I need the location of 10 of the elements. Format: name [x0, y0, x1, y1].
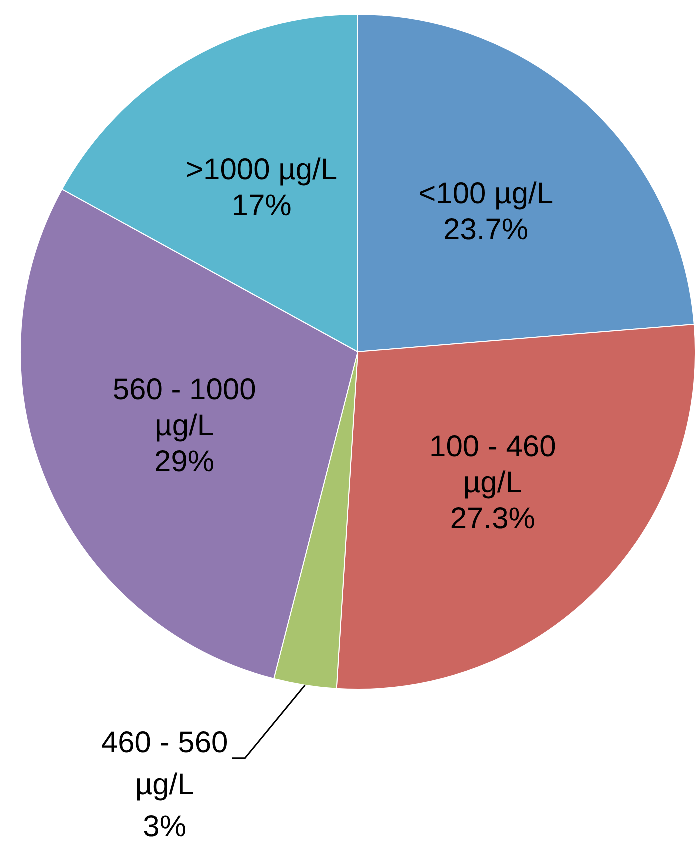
slice-label: 100 - 460 µg/L: [430, 430, 556, 500]
data-label: 29%: [154, 445, 215, 478]
data-label: 3%: [143, 810, 186, 844]
data-label: 17%: [232, 190, 292, 223]
data-label: 27.3%: [450, 502, 536, 536]
data-label: 23.7%: [444, 213, 529, 246]
slice-label: 460 - 560 µg/L: [101, 726, 228, 802]
slice-label: <100 µg/L: [418, 177, 554, 210]
slice-label: >1000 µg/L: [186, 154, 338, 187]
slice-label: 560 - 1000 µg/L: [112, 373, 256, 442]
